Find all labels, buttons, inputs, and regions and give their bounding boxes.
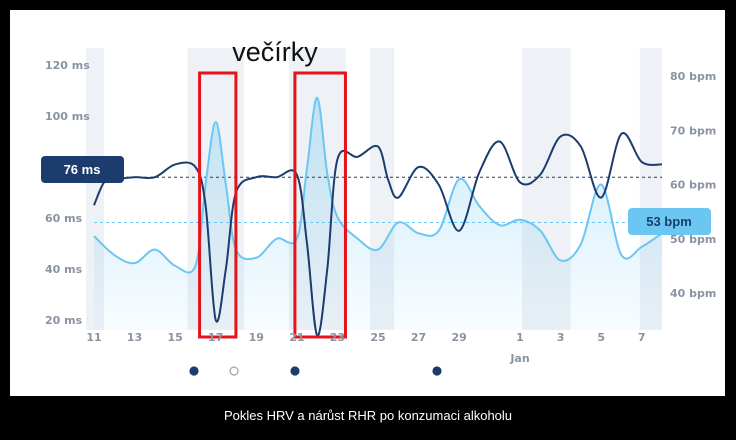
x-axis-tick: 19 <box>249 331 264 344</box>
rhr-badge-bg <box>628 208 711 235</box>
event-marker-hollow <box>229 366 239 376</box>
left-axis-tick: 100 ms <box>45 110 90 123</box>
event-marker <box>432 366 442 376</box>
left-axis-tick: 120 ms <box>45 59 90 72</box>
party-highlight-box <box>293 71 347 339</box>
x-axis-tick: 15 <box>167 331 182 344</box>
event-marker <box>290 366 300 376</box>
chart-caption: Pokles HRV a nárůst RHR po konzumaci alk… <box>223 408 513 423</box>
x-axis-tick: 11 <box>86 331 101 344</box>
x-axis-tick: 5 <box>597 331 605 344</box>
rhr-badge: 53 bpm <box>646 214 692 229</box>
x-axis-tick: 7 <box>638 331 646 344</box>
x-axis-month-label: Jan <box>509 352 529 365</box>
x-axis-tick: 21 <box>289 331 304 344</box>
left-axis-tick: 20 ms <box>45 314 83 327</box>
hrv-rhr-chart: 20 ms 40 ms 60 ms 100 ms 120 ms 40 bpm 50 bpm… <box>41 37 716 376</box>
right-axis-tick: 60 bpm <box>670 179 716 192</box>
x-axis-tick: 29 <box>451 331 466 344</box>
hrv-series-line <box>93 132 663 337</box>
left-axis-tick: 40 ms <box>45 263 83 276</box>
x-axis-tick: 23 <box>330 331 345 344</box>
left-axis-tick: 60 ms <box>45 212 83 225</box>
party-highlight-box <box>198 71 238 339</box>
annotation-label: večírky <box>232 37 318 67</box>
x-axis-tick: 1 <box>516 331 524 344</box>
x-axis-tick: 17 <box>208 331 223 344</box>
right-axis-tick: 70 bpm <box>670 124 716 137</box>
right-axis-tick: 50 bpm <box>670 233 716 246</box>
x-axis-tick: 3 <box>557 331 565 344</box>
x-axis-tick: 27 <box>411 331 426 344</box>
hrv-badge-bg <box>41 156 124 183</box>
chart-card: 20 ms 40 ms 60 ms 100 ms 120 ms 40 bpm 50 bpm… <box>10 10 725 396</box>
right-axis-tick: 40 bpm <box>670 287 716 300</box>
hrv-badge: 76 ms <box>64 162 101 177</box>
x-axis-tick: 25 <box>370 331 385 344</box>
event-marker <box>189 366 199 376</box>
x-axis-tick: 13 <box>127 331 142 344</box>
right-axis-tick: 80 bpm <box>670 70 716 83</box>
